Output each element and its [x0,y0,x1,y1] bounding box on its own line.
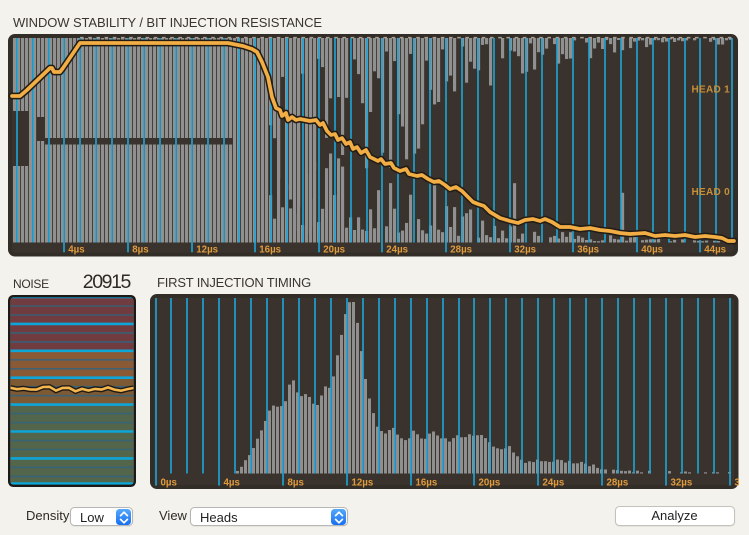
svg-text:4µs: 4µs [68,244,84,255]
svg-text:40µs: 40µs [641,244,663,255]
svg-text:16µs: 16µs [259,244,281,255]
svg-text:0µs: 0µs [161,478,177,489]
svg-text:24µs: 24µs [543,478,565,489]
svg-text:28µs: 28µs [450,244,472,255]
svg-text:8µs: 8µs [288,478,304,489]
svg-text:12µs: 12µs [196,244,218,255]
svg-text:44µs: 44µs [704,244,726,255]
svg-text:20µs: 20µs [479,478,501,489]
svg-text:32µs: 32µs [671,478,693,489]
svg-text:24µs: 24µs [386,244,408,255]
svg-text:12µs: 12µs [352,478,374,489]
svg-text:4µs: 4µs [224,478,240,489]
svg-text:32µs: 32µs [514,244,536,255]
svg-text:36µs: 36µs [735,478,739,489]
svg-text:36µs: 36µs [577,244,599,255]
svg-text:8µs: 8µs [132,244,148,255]
svg-text:HEAD 0: HEAD 0 [692,187,731,198]
svg-text:16µs: 16µs [416,478,438,489]
svg-text:HEAD 1: HEAD 1 [692,85,731,96]
svg-text:20µs: 20µs [323,244,345,255]
svg-text:28µs: 28µs [607,478,629,489]
